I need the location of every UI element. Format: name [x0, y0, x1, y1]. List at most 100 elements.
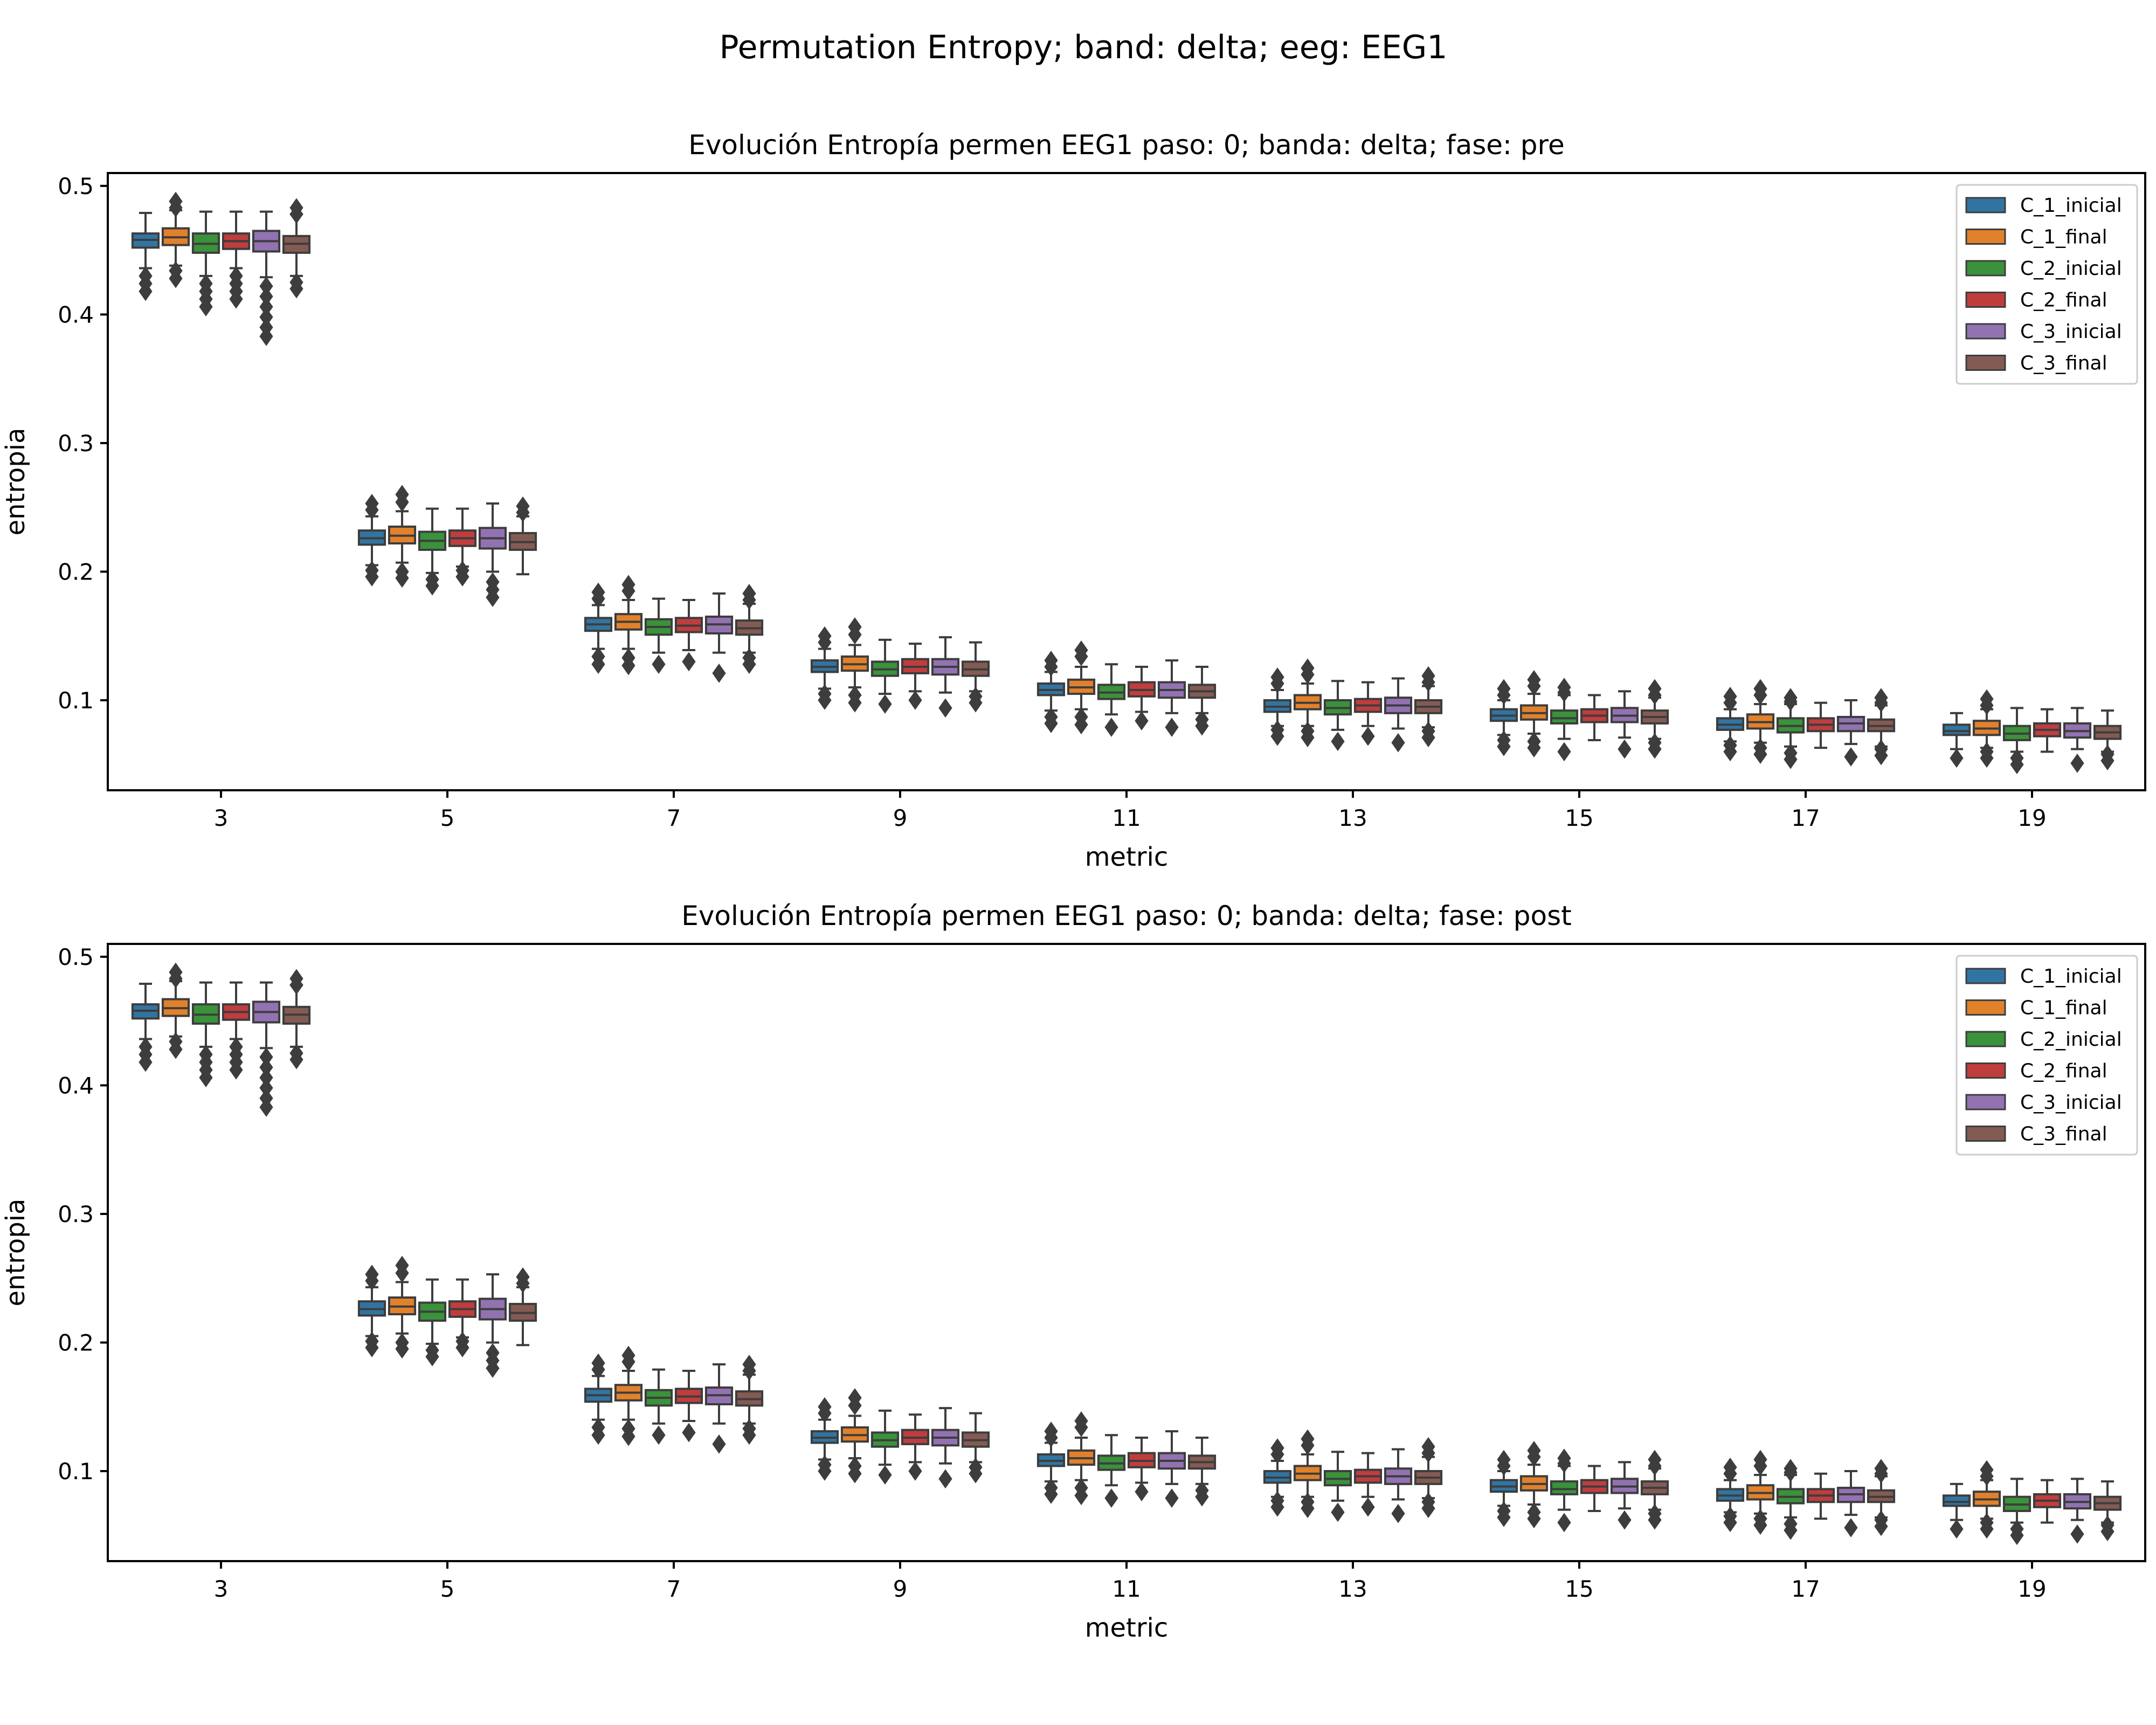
outlier-point	[1723, 735, 1737, 755]
outlier-point	[1135, 1482, 1149, 1502]
x-tick-label: 9	[893, 1576, 908, 1602]
outlier-point	[1301, 721, 1315, 741]
outlier-point	[365, 494, 379, 513]
outlier-point	[1980, 1460, 1994, 1480]
outlier-point	[1104, 1488, 1118, 1508]
outlier-point	[818, 684, 832, 703]
outlier-point	[1421, 1492, 1435, 1512]
outlier-point	[516, 496, 530, 516]
outlier-point	[455, 1331, 469, 1351]
y-tick-label: 0.2	[58, 1329, 94, 1356]
outlier-point	[289, 198, 303, 218]
x-axis-label: metric	[1085, 842, 1169, 872]
outlier-point	[969, 1457, 983, 1477]
legend-label: C_1_inicial	[2020, 195, 2122, 217]
outlier-point	[878, 1465, 892, 1485]
panel-title: Evolución Entropía permen EEG1 paso: 0; …	[681, 900, 1572, 932]
outlier-point	[1074, 707, 1088, 727]
outlier-point	[1784, 1459, 1798, 1479]
legend-label: C_2_inicial	[2020, 258, 2122, 280]
outlier-point	[1753, 679, 1767, 699]
outlier-point	[486, 572, 500, 592]
outlier-point	[1044, 1478, 1058, 1498]
y-tick-label: 0.2	[58, 558, 94, 585]
outlier-point	[908, 1461, 922, 1481]
legend-item: C_2_inicial	[1965, 1029, 2122, 1051]
outlier-point	[712, 1434, 726, 1454]
outlier-point	[1557, 678, 1571, 698]
outlier-point	[289, 1043, 303, 1063]
series-C_1_inicial	[131, 211, 1971, 768]
outlier-point	[259, 307, 273, 327]
x-tick-label: 17	[1791, 1576, 1820, 1602]
y-tick-label: 0.5	[58, 173, 94, 199]
legend-item: C_2_final	[1965, 289, 2107, 312]
outlier-point	[1950, 748, 1964, 768]
outlier-point	[486, 1343, 500, 1363]
outlier-point	[682, 652, 696, 672]
outlier-point	[591, 1353, 605, 1373]
outlier-point	[1950, 1519, 1964, 1539]
outlier-point	[1497, 730, 1511, 750]
x-tick-label: 15	[1565, 1576, 1593, 1602]
legend-label: C_3_inicial	[2020, 1092, 2122, 1114]
legend-item: C_1_final	[1965, 997, 2107, 1019]
outlier-point	[1557, 742, 1571, 762]
outlier-point	[139, 266, 153, 286]
outlier-point	[1391, 1503, 1405, 1523]
outlier-point	[621, 648, 635, 668]
outlier-point	[1270, 1438, 1284, 1458]
outlier-point	[1421, 1437, 1435, 1457]
outlier-point	[1557, 1448, 1571, 1468]
outlier-point	[1421, 666, 1435, 686]
outlier-point	[938, 698, 952, 718]
x-tick-label: 17	[1791, 805, 1820, 831]
legend-swatch	[1965, 1094, 2006, 1110]
box-body	[1550, 1480, 1579, 1495]
legend-swatch	[1965, 1031, 2006, 1047]
x-tick-label: 7	[667, 1576, 681, 1602]
x-axis-label: metric	[1085, 1613, 1169, 1643]
x-tick-label: 13	[1338, 805, 1367, 831]
outlier-point	[1648, 1450, 1662, 1469]
axes-frame	[107, 172, 2146, 791]
outlier-point	[1074, 1478, 1088, 1498]
outlier-point	[848, 685, 862, 705]
outlier-point	[259, 1088, 273, 1108]
outlier-point	[365, 1265, 379, 1284]
legend-label: C_2_inicial	[2020, 1029, 2122, 1051]
legend-item: C_3_inicial	[1965, 1092, 2122, 1114]
outlier-point	[1980, 689, 1994, 709]
legend-item: C_2_inicial	[1965, 258, 2122, 280]
outlier-point	[1497, 1501, 1511, 1521]
outlier-point	[365, 1331, 379, 1351]
outlier-point	[289, 272, 303, 292]
legend-swatch	[1965, 197, 2006, 213]
y-tick-label: 0.3	[58, 1201, 94, 1227]
x-tick-label: 5	[440, 1576, 455, 1602]
outlier-point	[621, 1346, 635, 1365]
y-tick-label: 0.3	[58, 430, 94, 457]
outlier-point	[1135, 711, 1149, 731]
outlier-point	[1301, 658, 1315, 678]
series-C_3_inicial	[252, 981, 2092, 1544]
legend-swatch	[1965, 355, 2006, 371]
legend-label: C_1_final	[2020, 226, 2107, 249]
outlier-point	[1753, 1509, 1767, 1529]
outlier-point	[1980, 1513, 1994, 1533]
outlier-point	[848, 617, 862, 637]
outlier-point	[1784, 688, 1798, 708]
box-body	[1942, 1494, 1971, 1507]
outlier-point	[516, 1267, 530, 1287]
outlier-point	[1497, 679, 1511, 699]
outlier-point	[1784, 743, 1798, 763]
outlier-point	[169, 191, 183, 211]
outlier-point	[1527, 670, 1541, 689]
outlier-point	[621, 575, 635, 595]
outlier-point	[259, 1068, 273, 1087]
outlier-point	[1874, 1459, 1888, 1479]
legend-swatch	[1965, 229, 2006, 245]
outlier-point	[591, 647, 605, 666]
outlier-point	[742, 584, 756, 603]
outlier-point	[259, 297, 273, 316]
